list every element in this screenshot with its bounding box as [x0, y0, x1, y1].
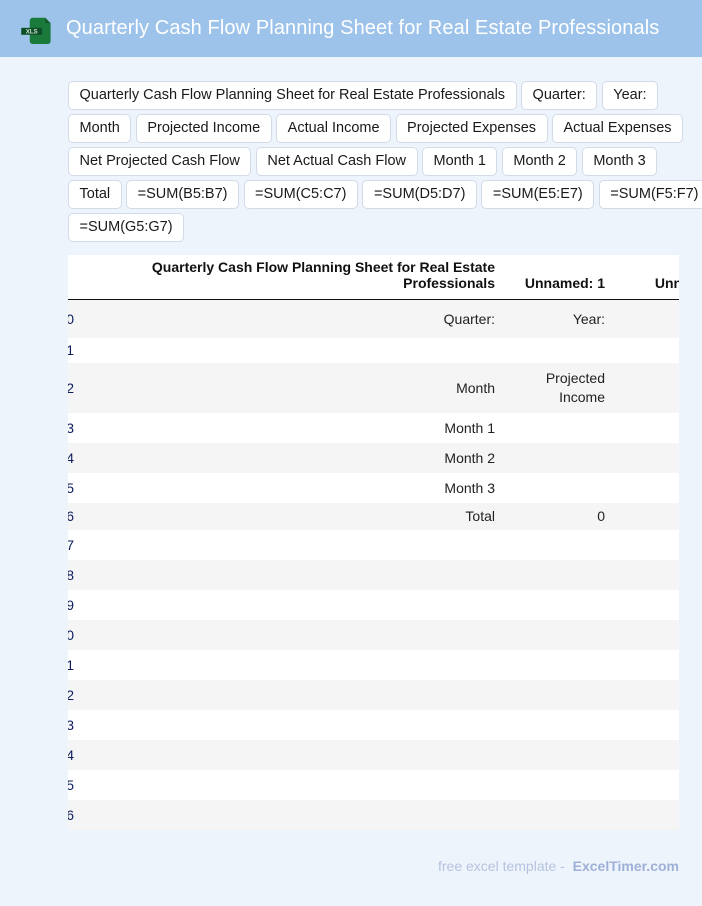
svg-text:XLS: XLS — [26, 28, 38, 35]
